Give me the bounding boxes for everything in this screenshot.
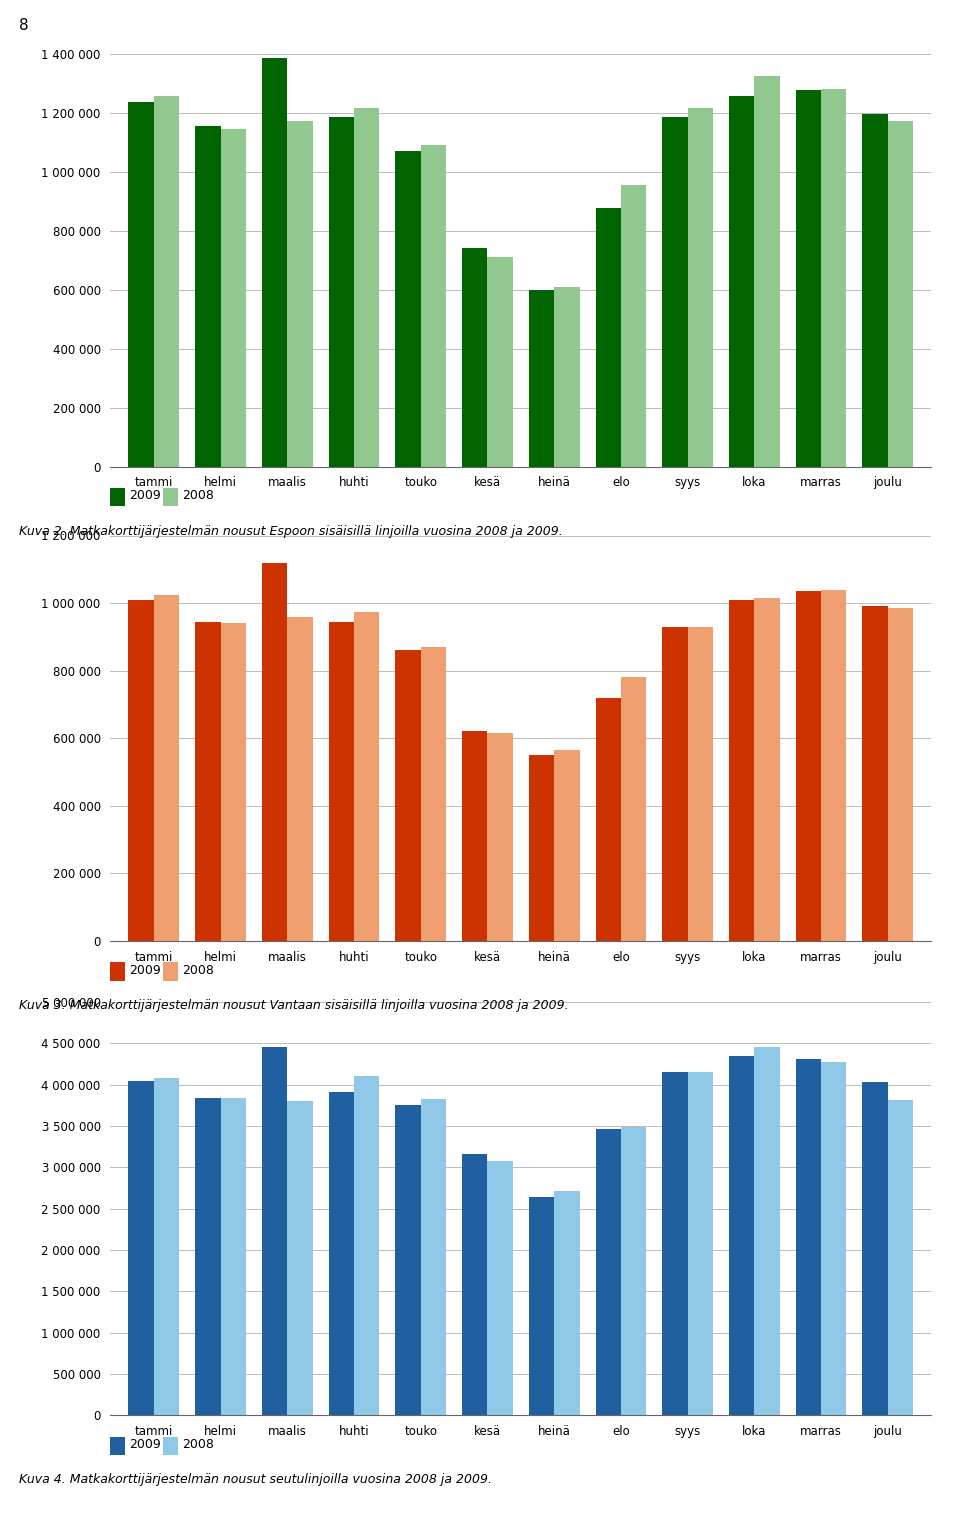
Bar — [796, 1059, 821, 1415]
Bar — [729, 600, 755, 941]
Bar — [287, 617, 313, 941]
Bar — [221, 1099, 246, 1415]
Bar — [154, 96, 180, 467]
Bar — [888, 1100, 913, 1415]
Bar — [396, 151, 420, 467]
Text: Kuva 4. Matkakorttijärjestelmän nousut seutulinjoilla vuosina 2008 ja 2009.: Kuva 4. Matkakorttijärjestelmän nousut s… — [19, 1473, 492, 1486]
Bar — [621, 185, 646, 467]
Bar — [755, 1047, 780, 1415]
Bar — [420, 1099, 446, 1415]
Bar — [755, 598, 780, 941]
Bar — [354, 109, 379, 467]
Bar — [221, 623, 246, 941]
Text: Kuva 3. Matkakorttijärjestelmän nousut Vantaan sisäisillä linjoilla vuosina 2008: Kuva 3. Matkakorttijärjestelmän nousut V… — [19, 999, 569, 1011]
Bar — [354, 612, 379, 941]
Text: 8: 8 — [19, 18, 29, 34]
Bar — [195, 125, 221, 467]
Bar — [729, 96, 755, 467]
Bar — [529, 289, 554, 467]
Bar — [621, 1128, 646, 1415]
Bar — [129, 103, 154, 467]
Bar — [687, 1073, 713, 1415]
Text: 2008: 2008 — [182, 964, 214, 976]
Bar — [821, 89, 847, 467]
Bar — [129, 1082, 154, 1415]
Bar — [821, 589, 847, 941]
Bar — [595, 698, 621, 941]
Text: 2008: 2008 — [182, 1438, 214, 1450]
Bar — [287, 1102, 313, 1415]
Bar — [888, 121, 913, 467]
Bar — [488, 1161, 513, 1415]
Text: 2009: 2009 — [130, 490, 161, 502]
Bar — [420, 145, 446, 467]
Bar — [862, 115, 888, 467]
Bar — [262, 1047, 287, 1415]
Bar — [888, 607, 913, 941]
Bar — [462, 248, 488, 467]
Bar — [621, 678, 646, 941]
Bar — [328, 621, 354, 941]
Bar — [195, 1099, 221, 1415]
Bar — [529, 756, 554, 941]
Bar — [687, 627, 713, 941]
Bar — [796, 591, 821, 941]
Bar — [221, 129, 246, 467]
Text: 2009: 2009 — [130, 964, 161, 976]
Bar — [488, 257, 513, 467]
Bar — [821, 1062, 847, 1415]
Bar — [262, 563, 287, 941]
Bar — [154, 1079, 180, 1415]
Text: 2009: 2009 — [130, 1438, 161, 1450]
Bar — [462, 1154, 488, 1415]
Bar — [595, 1129, 621, 1415]
Bar — [488, 733, 513, 941]
Bar — [687, 109, 713, 467]
Bar — [595, 208, 621, 467]
Bar — [662, 116, 687, 467]
Bar — [796, 90, 821, 467]
Bar — [154, 595, 180, 941]
Bar — [287, 121, 313, 467]
Bar — [396, 650, 420, 941]
Bar — [862, 606, 888, 941]
Bar — [262, 58, 287, 467]
Bar — [195, 621, 221, 941]
Bar — [328, 1092, 354, 1415]
Bar — [755, 75, 780, 467]
Bar — [729, 1056, 755, 1415]
Bar — [862, 1082, 888, 1415]
Bar — [420, 647, 446, 941]
Bar — [662, 1071, 687, 1415]
Bar — [662, 627, 687, 941]
Bar — [396, 1106, 420, 1415]
Bar — [554, 1190, 580, 1415]
Bar — [529, 1196, 554, 1415]
Bar — [129, 600, 154, 941]
Bar — [354, 1076, 379, 1415]
Bar — [554, 286, 580, 467]
Text: Kuva 2. Matkakorttijärjestelmän nousut Espoon sisäisillä linjoilla vuosina 2008 : Kuva 2. Matkakorttijärjestelmän nousut E… — [19, 525, 563, 537]
Bar — [462, 731, 488, 941]
Bar — [554, 750, 580, 941]
Bar — [328, 116, 354, 467]
Text: 2008: 2008 — [182, 490, 214, 502]
